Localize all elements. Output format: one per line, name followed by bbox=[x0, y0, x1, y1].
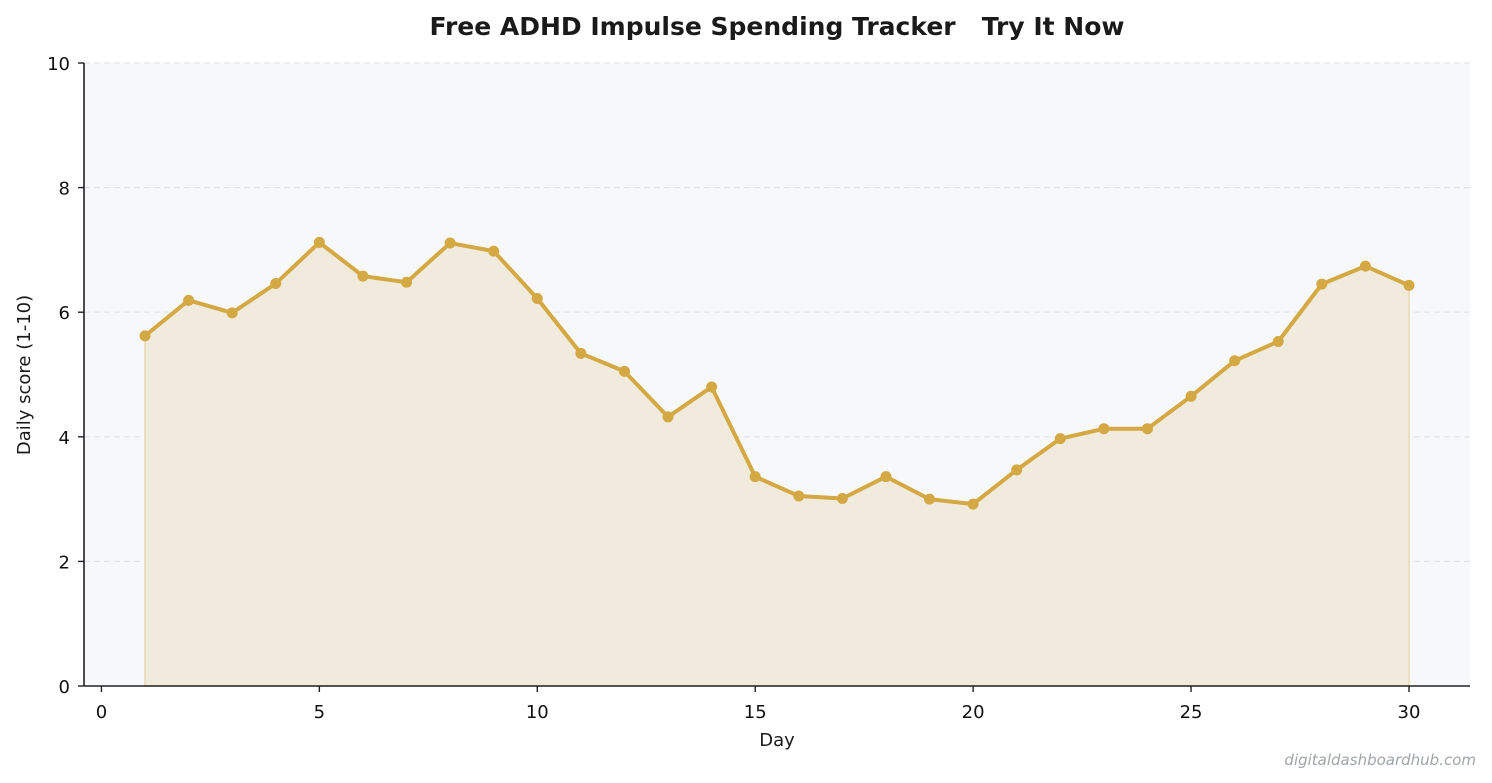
data-point-day-7 bbox=[401, 276, 413, 288]
data-point-day-21 bbox=[1011, 464, 1023, 476]
data-point-day-11 bbox=[575, 347, 587, 359]
y-axis-ticks: 0 2 4 6 8 10 bbox=[47, 54, 84, 698]
data-point-day-30 bbox=[1403, 279, 1415, 291]
chart-title: Free ADHD Impulse Spending Tracker Try I… bbox=[429, 12, 1124, 41]
x-tick-label-15: 15 bbox=[744, 702, 767, 723]
y-tick-label-6: 6 bbox=[59, 303, 70, 324]
data-point-day-26 bbox=[1229, 355, 1241, 367]
x-tick-label-20: 20 bbox=[962, 702, 985, 723]
data-point-day-14 bbox=[706, 381, 718, 393]
x-tick-label-5: 5 bbox=[314, 702, 325, 723]
series-line bbox=[143, 240, 1411, 507]
data-point-day-29 bbox=[1359, 260, 1371, 272]
data-point-day-2 bbox=[183, 294, 195, 306]
series-points bbox=[139, 236, 1415, 510]
data-point-day-25 bbox=[1185, 390, 1197, 402]
data-point-day-13 bbox=[662, 411, 674, 423]
x-axis-label: Day bbox=[759, 730, 795, 751]
data-point-day-6 bbox=[357, 270, 369, 282]
data-point-day-4 bbox=[270, 278, 282, 290]
x-tick-label-25: 25 bbox=[1180, 702, 1203, 723]
data-point-day-3 bbox=[226, 307, 238, 319]
data-point-day-16 bbox=[793, 490, 805, 502]
data-point-day-1 bbox=[139, 330, 151, 342]
y-axis-label: Daily score (1-10) bbox=[14, 295, 35, 455]
data-point-day-20 bbox=[967, 498, 979, 510]
data-point-day-18 bbox=[880, 471, 892, 483]
x-tick-label-0: 0 bbox=[96, 702, 107, 723]
data-point-day-17 bbox=[836, 492, 848, 504]
y-tick-label-2: 2 bbox=[59, 552, 70, 573]
data-point-day-15 bbox=[749, 471, 761, 483]
data-point-day-19 bbox=[924, 493, 936, 505]
x-axis-ticks: 0 5 10 15 20 25 30 bbox=[96, 686, 1421, 723]
data-point-day-5 bbox=[313, 236, 325, 248]
y-tick-label-8: 8 bbox=[59, 179, 70, 200]
data-point-day-24 bbox=[1141, 423, 1153, 435]
y-tick-label-4: 4 bbox=[59, 428, 70, 449]
data-point-day-12 bbox=[618, 365, 630, 377]
watermark: digitaldashboardhub.com bbox=[1284, 751, 1476, 769]
data-point-day-23 bbox=[1098, 423, 1110, 435]
data-point-day-8 bbox=[444, 237, 456, 249]
data-point-day-28 bbox=[1316, 278, 1328, 290]
data-point-day-9 bbox=[488, 245, 500, 257]
y-tick-label-10: 10 bbox=[47, 54, 70, 75]
data-point-day-22 bbox=[1054, 433, 1066, 445]
x-tick-label-10: 10 bbox=[526, 702, 549, 723]
data-point-day-10 bbox=[531, 292, 543, 304]
y-tick-label-0: 0 bbox=[59, 677, 70, 698]
data-point-day-27 bbox=[1272, 335, 1284, 347]
x-tick-label-30: 30 bbox=[1398, 702, 1421, 723]
